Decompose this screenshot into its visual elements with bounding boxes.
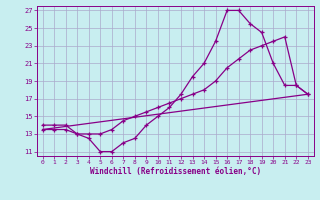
X-axis label: Windchill (Refroidissement éolien,°C): Windchill (Refroidissement éolien,°C) xyxy=(90,167,261,176)
